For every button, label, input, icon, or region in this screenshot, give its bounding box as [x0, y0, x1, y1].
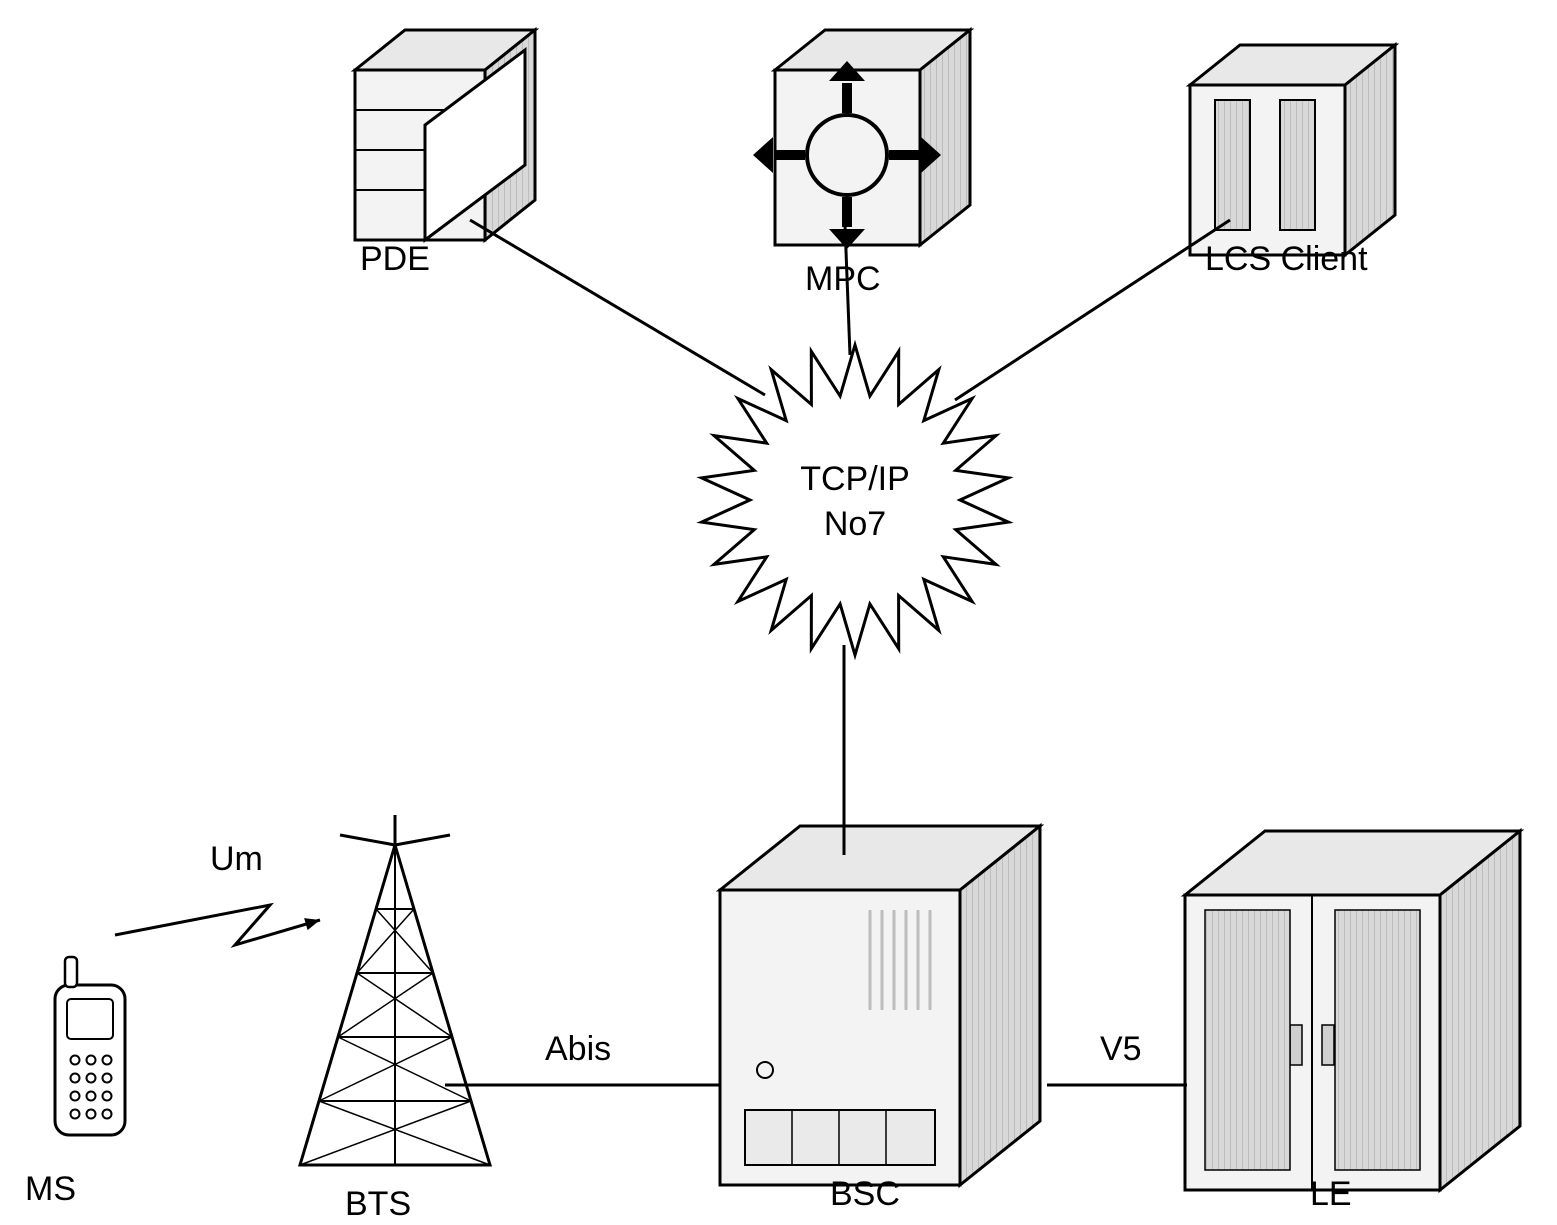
bsc-node — [720, 826, 1040, 1185]
cloud-node — [702, 345, 1009, 655]
edge-label-v5: V5 — [1100, 1030, 1142, 1068]
le-node — [1185, 831, 1520, 1190]
bts-label: BTS — [345, 1185, 411, 1223]
mpc-label: MPC — [805, 260, 881, 298]
mpc-node — [753, 30, 970, 249]
edge-pde-cloud — [470, 220, 765, 395]
ms-label: MS — [25, 1170, 76, 1208]
lcs-node — [1190, 45, 1395, 255]
lcs-label: LCS Client — [1205, 240, 1368, 278]
pde-node — [355, 30, 535, 240]
ms-node — [55, 957, 125, 1135]
pde-label: PDE — [360, 240, 430, 278]
bts-node — [300, 815, 490, 1165]
bsc-label: BSC — [830, 1175, 900, 1213]
um-bolt — [115, 905, 320, 945]
edge-label-abis: Abis — [545, 1030, 611, 1068]
cloud-label-1: TCP/IP — [800, 460, 910, 498]
um-bolt-head — [304, 918, 320, 930]
um-label: Um — [210, 840, 263, 878]
le-label: LE — [1310, 1175, 1352, 1213]
edge-lcs-cloud — [955, 220, 1230, 400]
cloud-label-2: No7 — [824, 505, 886, 543]
